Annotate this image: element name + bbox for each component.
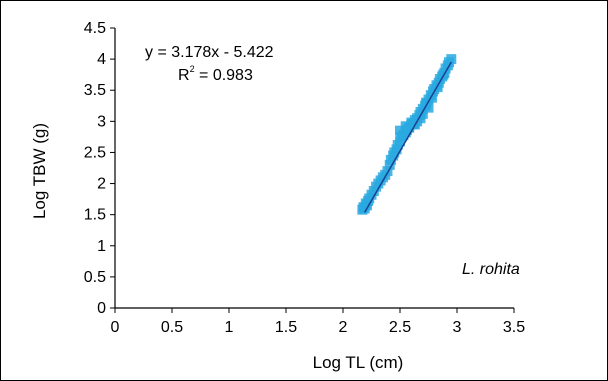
regression-equation: y = 3.178x - 5.422 [145, 44, 274, 61]
x-tick-label: 1.5 [275, 319, 297, 336]
y-tick-label: 4 [97, 51, 106, 68]
data-point [426, 92, 437, 103]
data-point [382, 166, 393, 177]
y-tick-label: 4.5 [84, 20, 106, 37]
y-tick-label: 3 [97, 113, 106, 130]
r-squared-value: = 0.983 [195, 67, 253, 84]
y-tick-label: 1.5 [84, 207, 106, 224]
y-axis-title: Log TBW (g) [30, 123, 49, 219]
r-squared-superscript: 2 [190, 64, 195, 74]
y-tick-label: 2.5 [84, 144, 106, 161]
x-tick-label: 3 [453, 319, 462, 336]
x-tick-label: 3.5 [503, 319, 525, 336]
data-point [395, 125, 405, 136]
data-point [415, 113, 426, 124]
data-point [404, 122, 415, 133]
y-tick-label: 0 [97, 300, 106, 317]
x-tick-label: 2.5 [389, 319, 411, 336]
axes [110, 27, 515, 313]
x-tick-label: 2 [339, 319, 348, 336]
x-tick-label: 0 [111, 319, 120, 336]
species-label: L. rohita [462, 261, 520, 278]
y-tick-label: 0.5 [84, 269, 106, 286]
x-tick-label: 0.5 [161, 319, 183, 336]
data-point [421, 98, 432, 109]
y-tick-label: 3.5 [84, 82, 106, 99]
regression-line-group [364, 61, 452, 213]
tick-labels: 0 0.5 1 1.5 2 2.5 3 3.5 4 4.5 0 0.5 1 1.5 2 2.5 3 3.5 [84, 20, 525, 336]
regression-line [364, 61, 452, 213]
y-tick-label: 1 [97, 238, 106, 255]
x-tick-label: 1 [225, 319, 234, 336]
y-tick-label: 2 [97, 176, 106, 193]
data-point [446, 54, 457, 65]
r-squared-label: R2 = 0.983 [178, 64, 253, 84]
r-squared-letter: R [178, 67, 190, 84]
x-axis-title: Log TL (cm) [313, 353, 404, 372]
